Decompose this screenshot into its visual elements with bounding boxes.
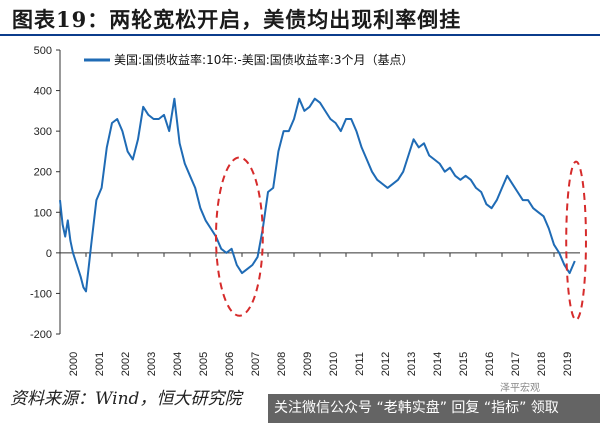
y-tick-label: 100	[34, 207, 52, 219]
legend: 美国:国债收益率:10年:-美国:国债收益率:3个月（基点）	[84, 52, 413, 67]
x-tick-label: 2014	[432, 352, 444, 376]
series-line	[59, 97, 576, 293]
y-axis: -200 -100 0 100 200 300 400 500	[30, 45, 61, 341]
x-tick-label: 2012	[380, 352, 392, 376]
x-tick-label: 2010	[328, 352, 340, 376]
y-tick-label: 300	[34, 126, 52, 138]
y-tick-label: 200	[34, 167, 52, 179]
x-tick-label: 2005	[198, 352, 210, 376]
x-tick-label: 2006	[224, 352, 236, 376]
x-tick-label: 2000	[68, 352, 80, 376]
highlight-ellipse	[565, 160, 587, 321]
x-tick-label: 2003	[146, 352, 158, 376]
x-tick-label: 2018	[536, 352, 548, 376]
y-tick-label: 400	[34, 86, 52, 98]
highlight-ellipses	[215, 156, 587, 321]
x-tick-label: 2007	[250, 352, 262, 376]
legend-label: 美国:国债收益率:10年:-美国:国债收益率:3个月（基点）	[114, 52, 413, 67]
x-tick-label: 2017	[510, 352, 522, 376]
y-tick-label: -200	[30, 329, 52, 341]
x-tick-label: 2001	[94, 352, 106, 376]
watermark-banner: 关注微信公众号 “老韩实盘” 回复 “指标” 领取	[268, 394, 600, 423]
x-tick-label: 2009	[302, 352, 314, 376]
series-group	[59, 97, 576, 293]
x-tick-label: 2015	[458, 352, 470, 376]
x-tick-label: 2008	[276, 352, 288, 376]
y-tick-label: 0	[46, 248, 52, 260]
x-axis: 2000 2001 2002 2003 2004 2005 2006 2007 2008 2009…	[59, 252, 580, 376]
highlight-ellipse	[215, 156, 264, 317]
title-bar: 图表19：两轮宽松开启，美债均出现利率倒挂	[0, 0, 600, 36]
source-note: 资料来源：Wind，恒大研究院	[10, 389, 242, 409]
chart-title: 图表19：两轮宽松开启，美债均出现利率倒挂	[12, 7, 462, 32]
corner-note: 泽平宏观	[500, 383, 540, 394]
x-tick-label: 2013	[406, 352, 418, 376]
x-tick-label: 2016	[484, 352, 496, 376]
y-tick-label: -100	[30, 288, 52, 300]
x-tick-label: 2004	[172, 352, 184, 376]
x-tick-label: 2019	[562, 352, 574, 376]
x-tick-label: 2002	[120, 352, 132, 376]
y-tick-label: 500	[34, 45, 52, 57]
x-tick-label: 2011	[354, 352, 366, 376]
